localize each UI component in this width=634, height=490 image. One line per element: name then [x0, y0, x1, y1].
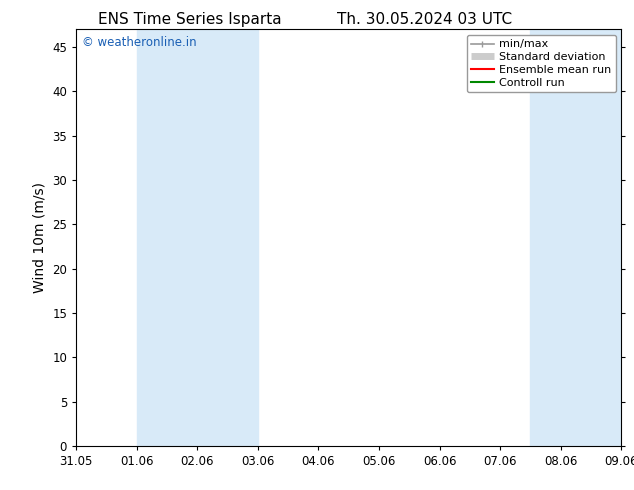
Bar [137, 29, 258, 446]
Bar [531, 29, 621, 446]
Text: © weatheronline.in: © weatheronline.in [82, 36, 196, 49]
Legend: min/max, Standard deviation, Ensemble mean run, Controll run: min/max, Standard deviation, Ensemble me… [467, 35, 616, 92]
Y-axis label: Wind 10m (m/s): Wind 10m (m/s) [32, 182, 47, 293]
Text: Th. 30.05.2024 03 UTC: Th. 30.05.2024 03 UTC [337, 12, 512, 27]
Text: ENS Time Series Isparta: ENS Time Series Isparta [98, 12, 282, 27]
